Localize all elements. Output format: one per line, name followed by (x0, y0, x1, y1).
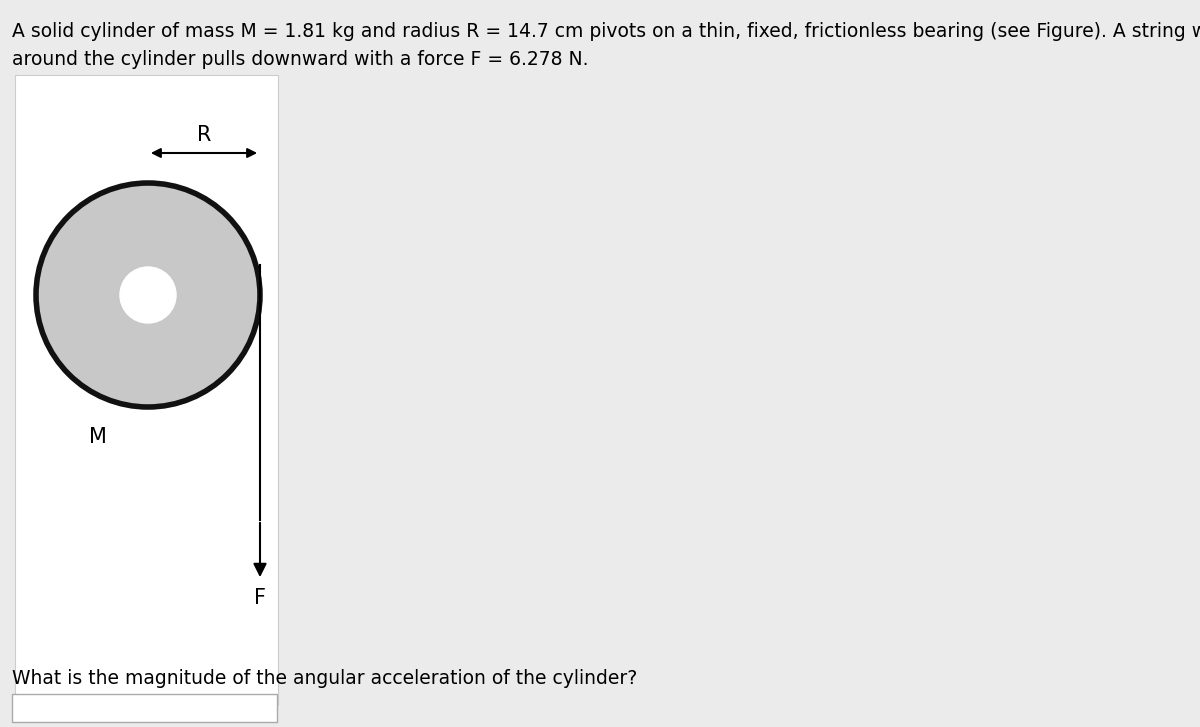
Text: F: F (254, 588, 266, 608)
Bar (14, 75, 278, 705)
Bar (12, 694, 277, 722)
Text: R: R (197, 125, 211, 145)
Text: M: M (89, 427, 107, 447)
Text: around the cylinder pulls downward with a force F = 6.278 N.: around the cylinder pulls downward with … (12, 50, 588, 69)
Text: A solid cylinder of mass M = 1.81 kg and radius R = 14.7 cm pivots on a thin, fi: A solid cylinder of mass M = 1.81 kg and… (12, 22, 1200, 41)
Circle shape (36, 183, 260, 407)
Text: What is the magnitude of the angular acceleration of the cylinder?: What is the magnitude of the angular acc… (12, 669, 637, 688)
Circle shape (120, 267, 176, 323)
